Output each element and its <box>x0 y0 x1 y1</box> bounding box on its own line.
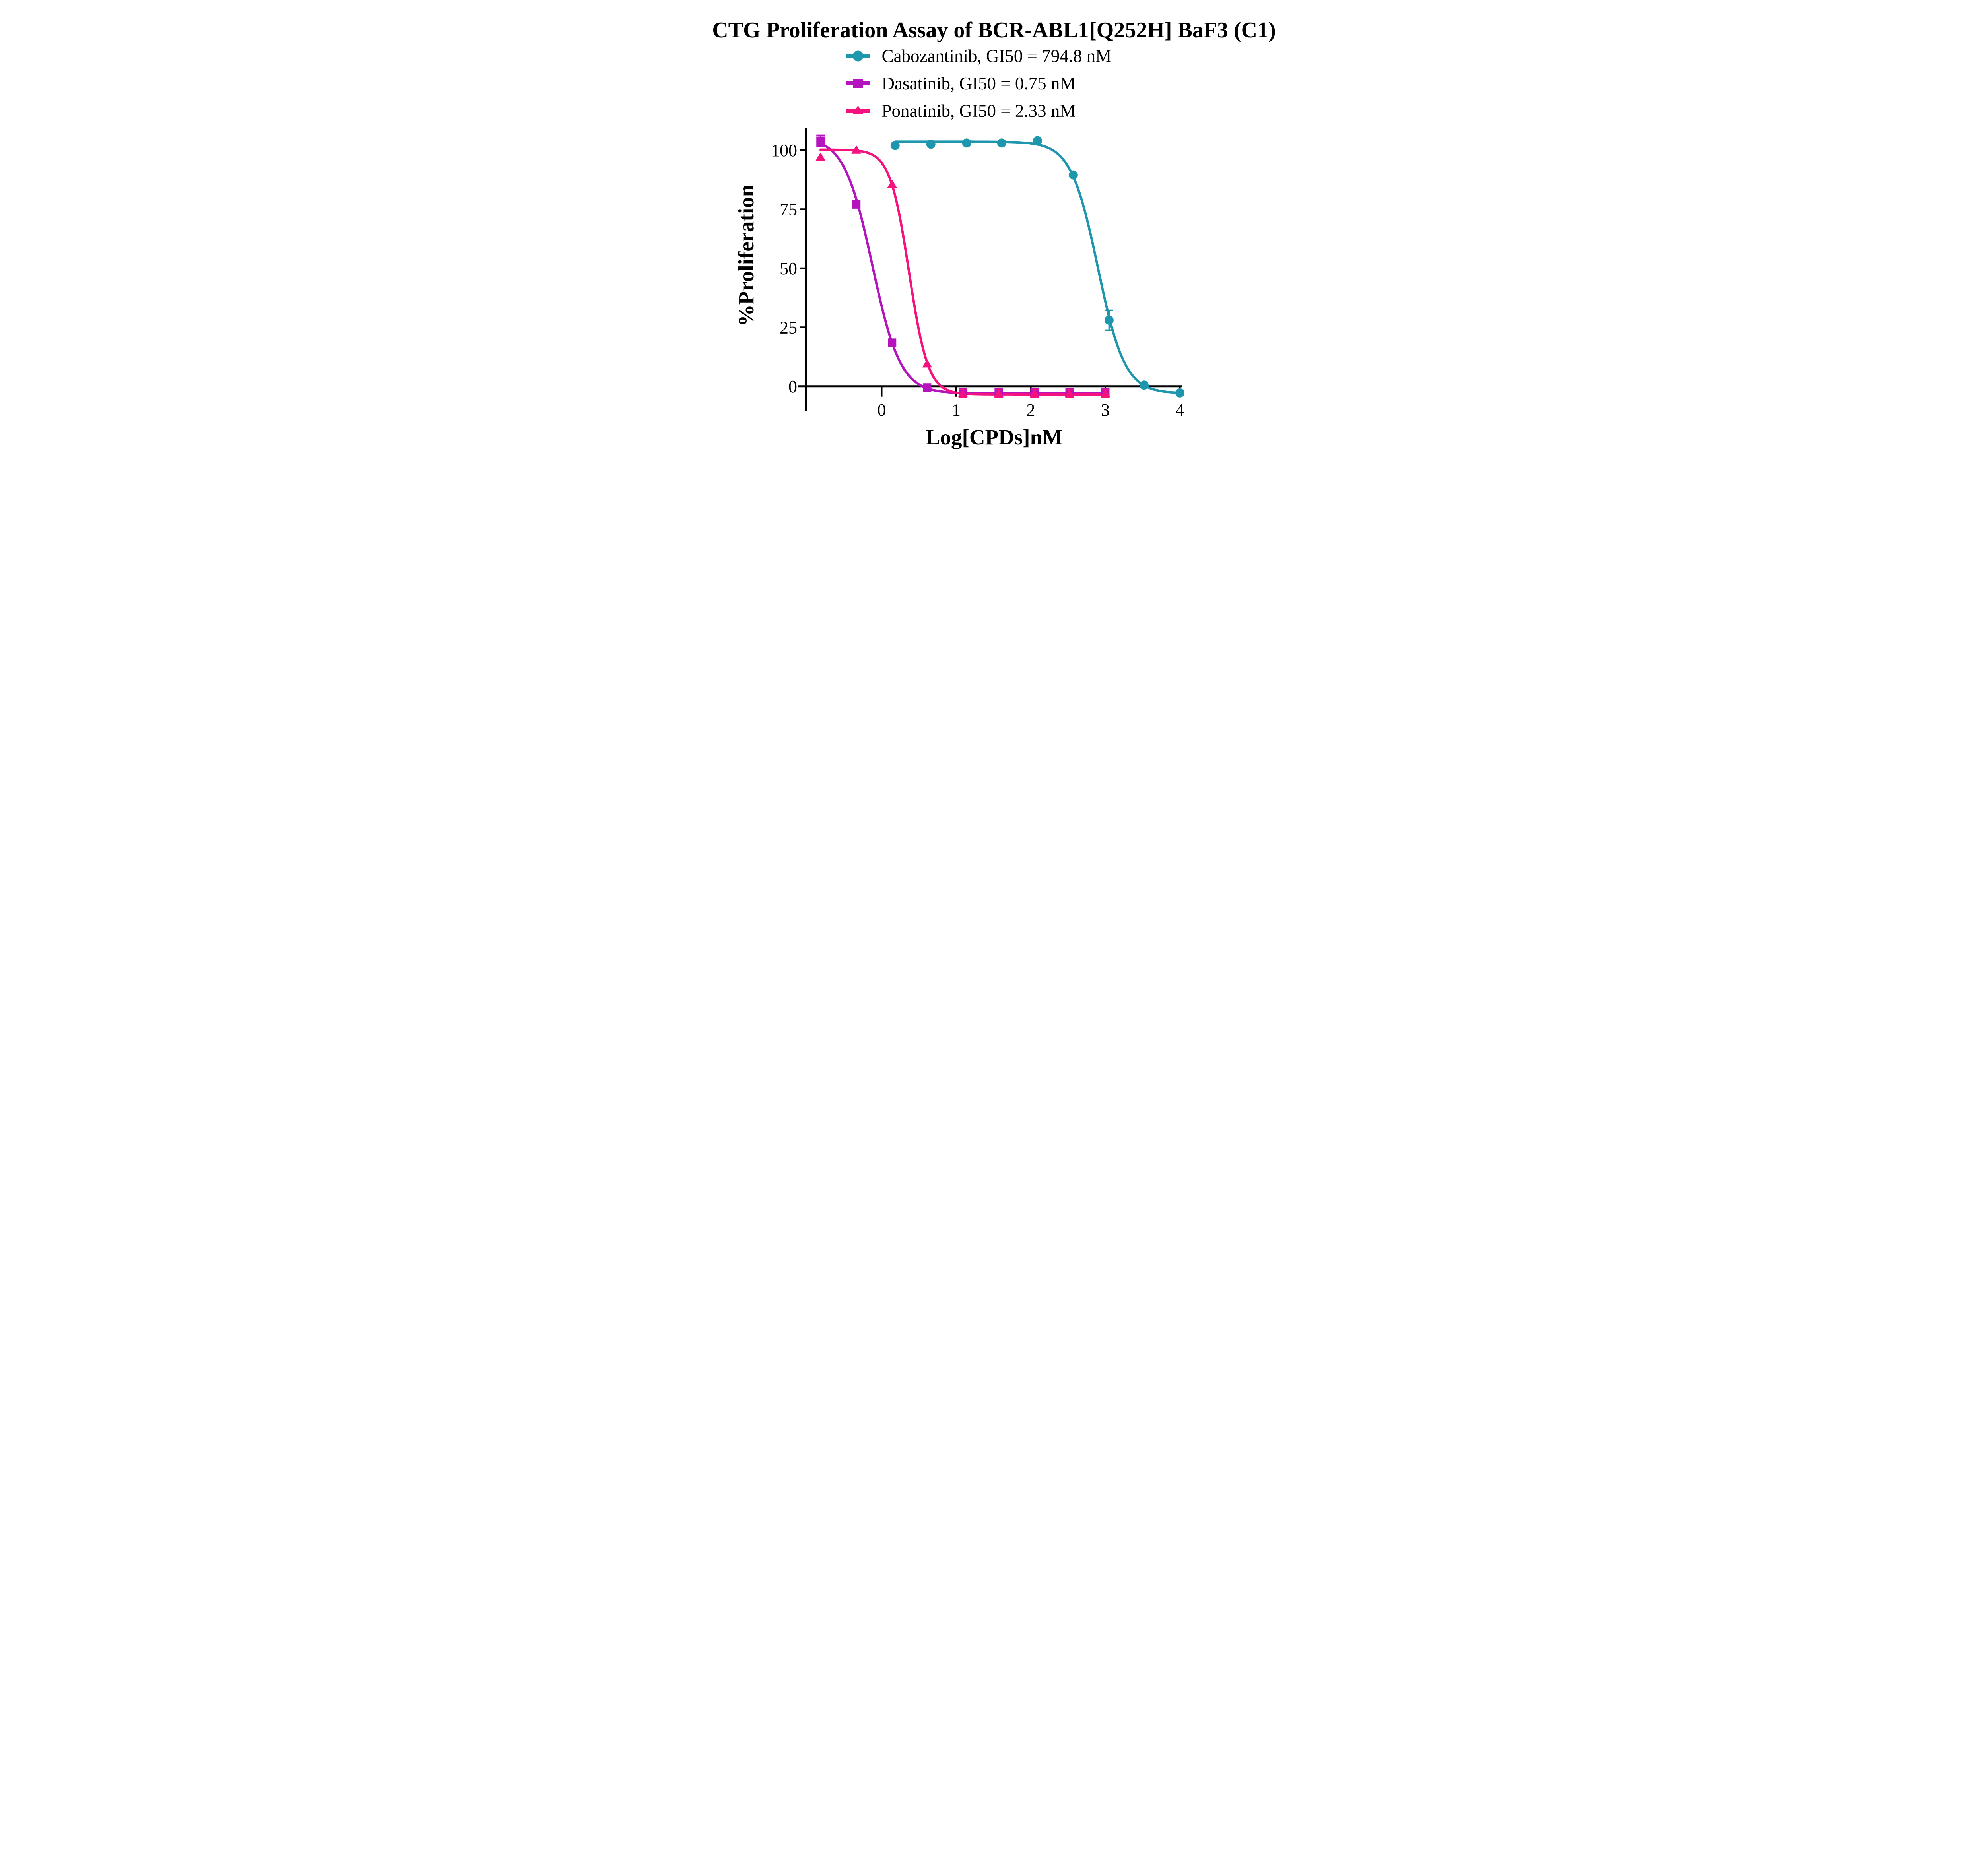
square-marker-icon <box>846 78 870 88</box>
legend-label: Dasatinib, GI50 = 0.75 nM <box>881 73 1076 93</box>
legend-label: Cabozantinib, GI50 = 794.8 nM <box>881 46 1112 66</box>
figure: CTG Proliferation Assay of BCR-ABL1[Q252… <box>684 0 1304 468</box>
legend-item-cabozantinib: Cabozantinib, GI50 = 794.8 nM <box>845 42 1112 70</box>
data-point-triangle <box>1029 389 1039 398</box>
x-tick-label: 0 <box>877 400 886 420</box>
y-tick-label: 25 <box>780 318 797 337</box>
y-tick-label: 75 <box>780 200 797 219</box>
chart-title: CTG Proliferation Assay of BCR-ABL1[Q252… <box>712 18 1276 43</box>
y-tick-label: 100 <box>771 141 797 160</box>
data-point-circle <box>997 138 1006 148</box>
x-tick-label: 1 <box>952 400 961 420</box>
data-point-triangle <box>1100 389 1110 398</box>
data-point-circle <box>1139 380 1149 390</box>
legend: Cabozantinib, GI50 = 794.8 nM Dasatinib,… <box>845 42 1112 124</box>
axes: 0 1 2 3 4 0 25 50 75 100 <box>771 128 1184 420</box>
data-point-circle <box>1068 170 1078 180</box>
y-axis-title: %Proliferation <box>734 184 758 327</box>
series-cabozantinib <box>890 136 1184 398</box>
series-ponatinib <box>815 145 1110 399</box>
circle-marker-icon <box>846 50 870 61</box>
data-point-triangle <box>815 152 825 161</box>
data-point-circle <box>1104 315 1114 325</box>
legend-item-ponatinib: Ponatinib, GI50 = 2.33 nM <box>845 97 1112 124</box>
data-point-square <box>852 200 860 209</box>
data-point-square <box>887 338 896 347</box>
data-point-triangle <box>993 389 1004 398</box>
y-tick-label: 50 <box>780 259 797 278</box>
x-tick-label: 4 <box>1175 400 1184 420</box>
data-point-circle <box>926 140 936 149</box>
data-point-circle <box>1175 388 1184 398</box>
data-point-triangle <box>957 389 968 398</box>
x-tick-label: 2 <box>1026 400 1035 420</box>
data-point-square <box>816 136 825 145</box>
data-point-circle <box>962 138 971 148</box>
data-point-circle <box>1033 136 1042 145</box>
curve-ponatinib <box>819 148 1107 396</box>
x-tick-label: 3 <box>1101 400 1110 420</box>
data-point-triangle <box>851 145 861 154</box>
curve-cabozantinib <box>893 140 1181 394</box>
data-point-triangle <box>1064 389 1074 398</box>
plot-area: 0 1 2 3 4 0 25 50 75 100 <box>771 128 1184 420</box>
data-point-triangle <box>922 359 932 368</box>
data-point-circle <box>890 141 900 150</box>
y-tick-label: 0 <box>788 377 797 396</box>
data-point-square <box>922 383 931 392</box>
data-point-triangle <box>887 179 897 188</box>
series-dasatinib <box>816 134 1109 398</box>
legend-label: Ponatinib, GI50 = 2.33 nM <box>881 101 1076 121</box>
legend-item-dasatinib: Dasatinib, GI50 = 0.75 nM <box>845 70 1112 97</box>
curve-dasatinib <box>819 142 1107 395</box>
x-axis-title: Log[CPDs]nM <box>925 425 1063 449</box>
triangle-marker-icon <box>846 105 870 114</box>
